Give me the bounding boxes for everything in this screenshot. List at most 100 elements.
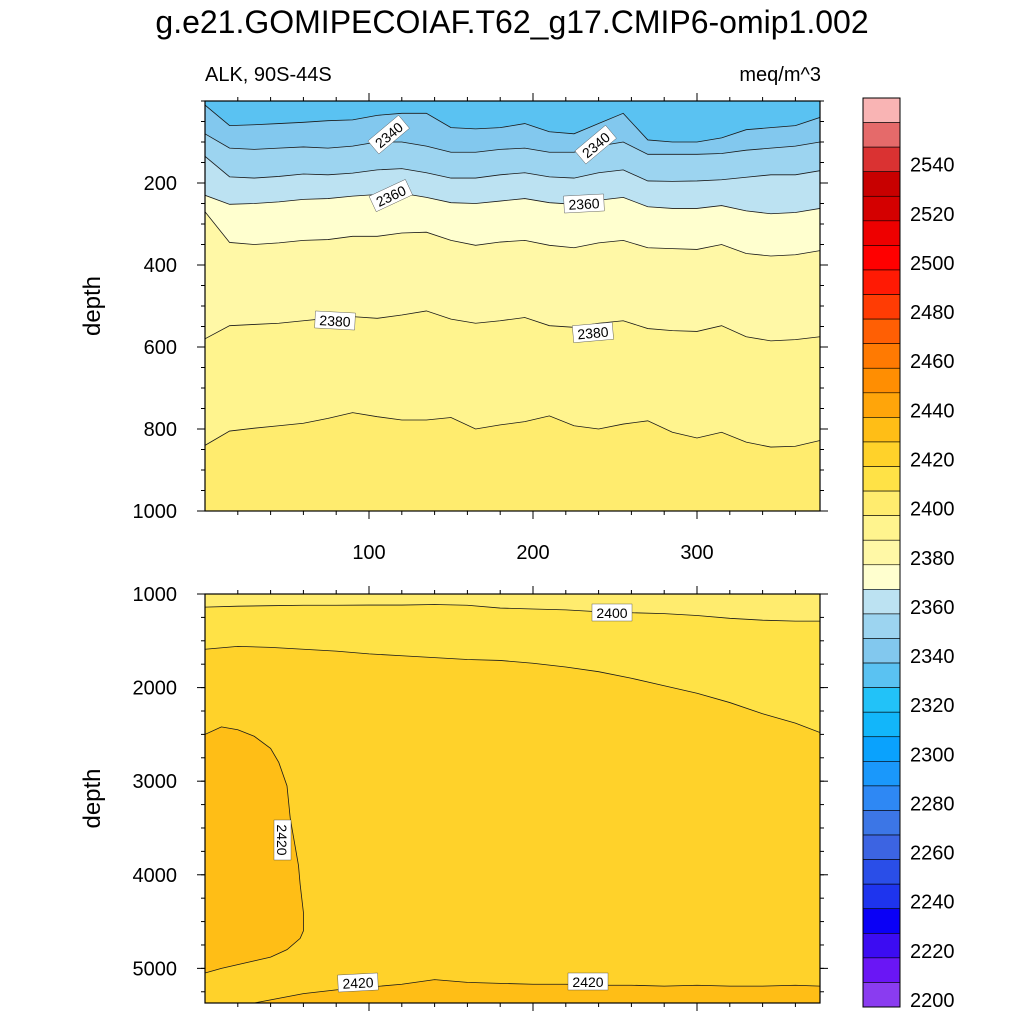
colorbar-swatch [862,908,901,934]
colorbar-swatch [862,392,901,418]
contour-label: 2420 [273,819,292,861]
contour-fills [205,101,820,511]
y-tick-label: 600 [144,337,177,359]
contour-line-2360 [205,192,820,215]
contour-line-2410 [205,646,820,733]
y-tick-label: 5000 [133,958,178,980]
colorbar-swatch [862,785,901,811]
colorbar-swatch [862,883,901,910]
colorbar-swatch [862,539,901,566]
x-tick-label: 100 [352,542,385,564]
fill-region-2410 [205,594,820,733]
colorbar-tick-label: 2460 [910,351,955,373]
y-tick-label: 400 [144,255,177,277]
y-tick-label: 800 [144,419,177,441]
colorbar-tick-label: 2280 [910,793,955,815]
colorbar-tick-label: 2260 [910,843,955,865]
colorbar-swatch [862,515,901,541]
axis-ticks [197,93,828,519]
colorbar-swatch [862,245,901,271]
colorbar-tick-label: 2400 [910,499,955,521]
colorbar-swatch [862,318,901,344]
contour-line-2400 [205,604,820,622]
colorbar-tick-label: 2440 [910,400,955,422]
y-axis-label: depth [79,276,106,336]
colorbar-tick-label: 2300 [910,744,955,766]
colorbar-swatch [862,294,901,320]
colorbar-swatch [862,761,901,787]
contour-label-box [337,972,379,993]
contour-label-text: 2420 [342,974,374,992]
contour-fills [205,594,820,1003]
contour-label: 2360 [368,179,413,212]
contour-label-box [572,322,614,343]
contour-label-box [368,179,413,212]
contour-label-box [567,972,609,991]
colorbar-swatch [862,932,901,959]
colorbar-tick-label: 2540 [910,155,955,177]
colorbar-swatch [862,220,901,246]
fill-region-2430 [254,979,820,1003]
colorbar-swatch [862,662,901,688]
colorbar-swatch [862,441,901,467]
colorbar-tick-label: 2320 [910,695,955,717]
contour-label: 2380 [314,310,356,331]
contour-label-text: 2380 [319,312,351,330]
colorbar-swatch [862,810,901,836]
contour-label: 2420 [567,972,609,991]
contour-line-2340 [205,133,820,155]
colorbar-swatch [862,367,901,394]
contour-lines [205,104,820,448]
colorbar-frame [862,97,901,1008]
colorbar-tick-label: 2480 [910,302,955,324]
colorbar-swatch [862,957,901,983]
fill-region-2330 [205,101,820,142]
contour-label-text: 2420 [274,824,290,855]
colorbar-swatch [862,269,901,295]
units-label: meq/m^3 [739,64,821,86]
y-tick-label: 200 [144,173,177,195]
colorbar-swatch [862,343,901,369]
contour-label: 2420 [337,972,379,993]
variable-label: ALK, 90S-44S [205,64,332,86]
contour-label-text: 2400 [596,605,627,621]
y-tick-label: 1000 [133,584,178,606]
colorbar-swatch [862,122,901,148]
colorbar-swatch [862,613,901,639]
colorbar-swatch [862,859,901,885]
contour-line-2380 [205,310,820,342]
contour-label-box [273,819,292,861]
y-tick-label: 2000 [133,678,178,700]
colorbar-swatch [862,490,901,516]
contour-label: 2380 [572,322,614,343]
colorbar-swatch [862,638,901,664]
y-tick-label: 3000 [133,771,178,793]
colorbar-swatch [862,466,901,492]
colorbar-swatch [862,195,901,222]
colorbar-tick-label: 2240 [910,892,955,914]
colorbar-swatch [862,736,901,762]
axis-ticks [197,586,828,1011]
y-tick-label: 4000 [133,865,178,887]
colorbar-tick-label: 2220 [910,941,955,963]
colorbar-swatch [862,146,901,173]
contour-label: 2400 [591,603,633,622]
colorbar-swatch [862,171,901,197]
fill-region-2400 [205,594,820,622]
colorbar-tick-label: 2520 [910,204,955,226]
colorbar-swatch [862,834,901,860]
colorbar-swatch [862,97,901,123]
y-axis-label: depth [79,768,106,828]
contour-label-text: 2420 [572,974,603,990]
contour-line-2370 [205,211,820,257]
contour-label-text: 2360 [568,195,600,213]
colorbar-swatch [862,982,901,1008]
contour-label-box [314,310,356,331]
colorbar-swatch [862,687,901,713]
contour-line-2420 [205,726,304,974]
contour-label-box [367,114,410,155]
colorbar-swatch [862,417,901,443]
contour-line-2350 [205,156,820,182]
